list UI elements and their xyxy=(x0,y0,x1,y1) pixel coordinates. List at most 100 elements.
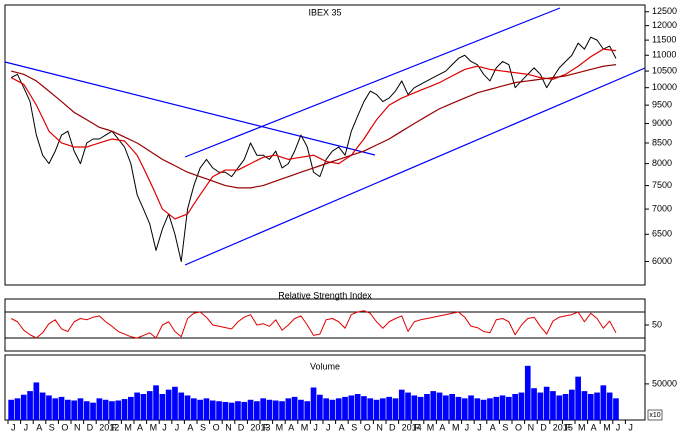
y-tick-label: 6000 xyxy=(652,256,672,266)
bar xyxy=(146,391,153,420)
bar xyxy=(430,391,437,420)
bar xyxy=(587,394,594,420)
x-tick-label: N xyxy=(225,422,232,432)
bar xyxy=(102,399,109,420)
bar xyxy=(228,402,235,420)
x-tick-label: S xyxy=(502,422,508,432)
bar xyxy=(203,398,210,420)
y-tick-label: 11000 xyxy=(652,50,676,60)
x-tick-label: M xyxy=(452,422,460,432)
bar xyxy=(499,395,506,420)
bar xyxy=(392,398,399,420)
y-tick-label: 12500 xyxy=(652,6,677,16)
x-tick-label: 2013 xyxy=(250,422,270,432)
bar xyxy=(575,376,581,420)
bar xyxy=(461,398,468,420)
x-tick-label: J xyxy=(24,422,29,432)
x-tick-label: J xyxy=(326,422,331,432)
x-tick-label: S xyxy=(49,422,55,432)
bar xyxy=(550,391,556,420)
x-tick-label: A xyxy=(36,422,42,432)
channel-lower xyxy=(184,67,646,266)
bar xyxy=(468,395,474,420)
bar xyxy=(247,399,254,420)
bar xyxy=(436,392,443,420)
bar xyxy=(222,401,229,420)
bar xyxy=(474,398,481,420)
x-tick-label: M xyxy=(301,422,309,432)
y-tick-label: 50 xyxy=(652,319,662,329)
x-tick-label: O xyxy=(364,422,371,432)
channel-upper xyxy=(184,7,561,158)
x-tick-label: S xyxy=(351,422,357,432)
bar xyxy=(417,396,424,420)
bar xyxy=(543,386,550,420)
bar xyxy=(424,394,430,420)
x-tick-label: M xyxy=(603,422,611,432)
bar xyxy=(348,395,355,420)
unit-box xyxy=(647,409,663,421)
x-tick-label: 2014 xyxy=(402,422,422,432)
bar xyxy=(115,400,122,420)
bar xyxy=(197,399,203,420)
panel-title: IBEX 35 xyxy=(308,7,341,17)
bar xyxy=(411,395,418,420)
x-tick-label: F xyxy=(414,422,420,432)
bar xyxy=(260,398,266,420)
bar xyxy=(487,398,493,420)
x-tick-label: A xyxy=(591,422,597,432)
bar xyxy=(153,385,159,420)
bar xyxy=(272,400,279,420)
bar xyxy=(241,401,248,420)
bar xyxy=(323,398,329,420)
bar xyxy=(581,391,588,420)
price-panel xyxy=(4,4,646,286)
bar xyxy=(285,398,292,420)
y-tick-label: 12000 xyxy=(652,20,677,30)
y-tick-label: 9500 xyxy=(652,100,672,110)
bar xyxy=(77,398,84,420)
bar xyxy=(216,401,222,420)
bar xyxy=(172,386,178,420)
bar xyxy=(569,389,575,420)
series-line xyxy=(10,48,617,220)
bar xyxy=(443,395,449,420)
bar xyxy=(96,398,103,420)
x-tick-label: J xyxy=(175,422,180,432)
bar xyxy=(140,394,147,420)
x-tick-label: J xyxy=(313,422,318,432)
x-tick-label: J xyxy=(162,422,167,432)
x-tick-label: N xyxy=(376,422,383,432)
x-tick-label: F xyxy=(565,422,571,432)
bar xyxy=(600,385,607,420)
x-tick-label: M xyxy=(150,422,158,432)
bar xyxy=(556,395,563,420)
y-tick-label: 7000 xyxy=(652,203,672,213)
x-tick-label: M xyxy=(578,422,586,432)
y-tick-label: 6500 xyxy=(652,229,672,239)
bar xyxy=(310,387,317,420)
bar xyxy=(46,395,52,420)
bar xyxy=(531,388,537,420)
x-tick-label: A xyxy=(288,422,294,432)
bar xyxy=(178,392,185,420)
y-tick-label: 7500 xyxy=(652,180,672,190)
bar xyxy=(361,396,367,420)
bar xyxy=(65,399,71,420)
bar xyxy=(109,401,115,420)
x-tick-label: F xyxy=(263,422,269,432)
bar xyxy=(90,402,96,420)
bar xyxy=(335,398,342,420)
bar xyxy=(373,399,380,420)
x-tick-label: J xyxy=(616,422,621,432)
bar xyxy=(191,398,197,420)
y-tick-label: 8500 xyxy=(652,137,672,147)
bar xyxy=(291,396,298,420)
bar xyxy=(398,389,405,420)
x-tick-label: A xyxy=(187,422,193,432)
y-tick-label: 11500 xyxy=(652,34,676,44)
bar xyxy=(298,399,304,420)
x-tick-label: 2015 xyxy=(553,422,573,432)
